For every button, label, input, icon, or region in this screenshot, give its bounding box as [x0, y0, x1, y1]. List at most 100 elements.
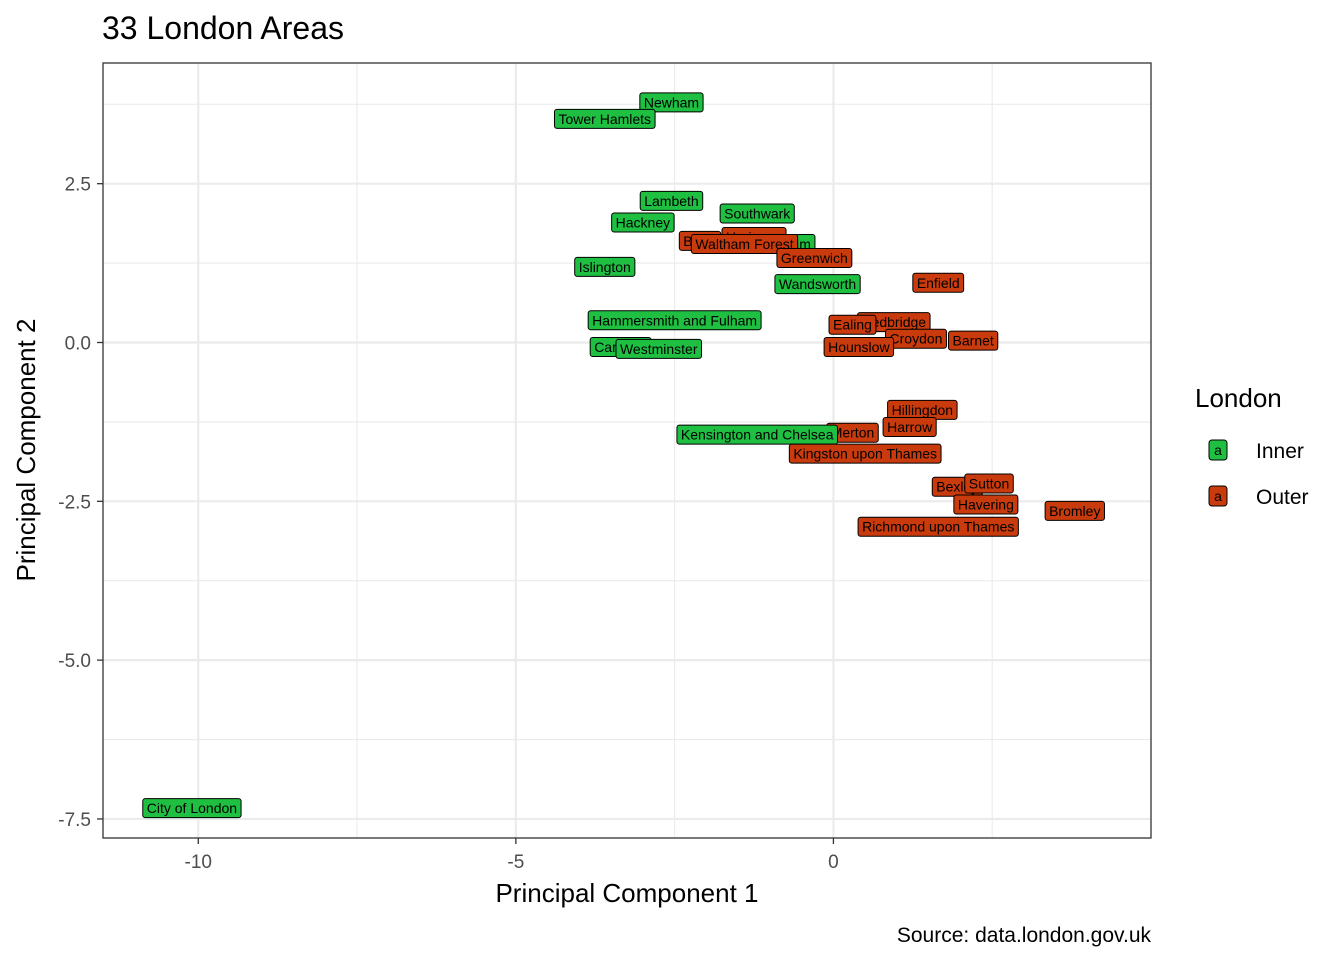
point-label: Hammersmith and Fulham — [587, 310, 762, 331]
point-label-text: Hounslow — [828, 339, 890, 355]
point-label-text: Islington — [579, 259, 631, 275]
point-label: Greenwich — [776, 248, 853, 269]
point-label: Croydon — [885, 328, 947, 349]
point-label: Ealing — [828, 314, 877, 335]
point-label-box — [823, 336, 895, 357]
point-label-box — [639, 190, 704, 211]
point-label-box — [574, 256, 636, 277]
point-label-box — [857, 516, 1019, 537]
point-label: Lambeth — [639, 190, 704, 211]
point-label-text: Wandsworth — [779, 276, 856, 292]
panel-background — [103, 63, 1151, 838]
point-label: Sutton — [964, 473, 1014, 494]
y-tick-label: -7.5 — [58, 810, 91, 831]
x-axis: -10 -5 0 — [185, 838, 839, 873]
point-label-text: Hackney — [616, 214, 670, 230]
point-label-text: Croydon — [890, 331, 943, 347]
point-label-box — [882, 416, 937, 437]
point-label: Tower Hamlets — [553, 108, 656, 129]
chart-caption: Source: data.london.gov.uk — [897, 924, 1152, 947]
point-label: City of London — [142, 798, 242, 819]
point-label: Kingston upon Thames — [788, 443, 942, 464]
point-label-text: Kingston upon Thames — [793, 446, 937, 462]
legend: London a Inner a Outer — [1195, 383, 1309, 509]
point-label-box — [639, 92, 704, 113]
legend-key-glyph: a — [1214, 488, 1222, 504]
point-label-text: Tower Hamlets — [558, 111, 651, 127]
legend-key — [1208, 439, 1228, 461]
point-label-text: Newham — [644, 94, 699, 110]
point-label-text: Barnet — [953, 333, 994, 349]
point-label-text: Richmond upon Thames — [862, 519, 1014, 535]
point-label-text: Kensington and Chelsea — [681, 427, 834, 443]
point-label-box — [553, 108, 656, 129]
point-label-box — [676, 424, 838, 445]
x-tick-label: 0 — [828, 852, 839, 873]
point-label-box — [611, 212, 675, 233]
panel-border — [102, 62, 1152, 839]
point-label: Hackney — [611, 212, 675, 233]
point-label-text: Southwark — [724, 206, 791, 222]
y-axis: -7.5 -5.0 -2.5 0.0 2.5 — [58, 175, 103, 831]
point-label-text: Merton — [831, 425, 875, 441]
point-label-text: Bromley — [1049, 503, 1100, 519]
y-tick-label: 0.0 — [65, 334, 91, 355]
legend-key-glyph: a — [1214, 442, 1222, 458]
point-label: Merton — [826, 422, 879, 443]
point-label: Wandsworth — [774, 274, 861, 295]
point-label-text: Ealing — [833, 317, 872, 333]
point-label: Waltham Forest — [690, 234, 799, 255]
point-label-box — [953, 494, 1019, 515]
y-tick-label: 2.5 — [65, 175, 91, 196]
point-label: Kensington and Chelsea — [676, 424, 838, 445]
point-label-box — [690, 234, 799, 255]
point-label-box — [828, 314, 877, 335]
point-label-text: Harrow — [887, 419, 933, 435]
point-label: Southwark — [719, 203, 795, 224]
point-label-text: Enfield — [917, 275, 960, 291]
point-label-text: Greenwich — [781, 250, 848, 266]
point-label: Barnet — [948, 330, 999, 351]
point-label-text: City of London — [147, 800, 237, 816]
point-label-box — [788, 443, 942, 464]
legend-entry-outer: a Outer — [1208, 485, 1309, 509]
point-label: Newham — [639, 92, 704, 113]
point-label-box — [948, 330, 999, 351]
point-label: Bromley — [1044, 500, 1105, 521]
point-label-text: Sutton — [969, 476, 1009, 492]
legend-label: Inner — [1256, 440, 1304, 463]
point-label-text: Hammersmith and Fulham — [592, 312, 757, 328]
y-tick-label: -2.5 — [58, 492, 91, 513]
x-axis-title: Principal Component 1 — [495, 878, 758, 908]
point-label-box — [719, 203, 795, 224]
point-label: Islington — [574, 256, 636, 277]
point-label-text: Redbridge — [861, 314, 926, 330]
point-label-box — [615, 338, 703, 359]
y-tick-label: -5.0 — [58, 651, 91, 672]
point-label-text: Waltham Forest — [695, 236, 793, 252]
point-label: Harrow — [882, 416, 937, 437]
point-label-box — [964, 473, 1014, 494]
legend-title: London — [1195, 383, 1282, 413]
legend-key — [1208, 485, 1228, 507]
point-label: Westminster — [615, 338, 703, 359]
x-tick-label: -5 — [507, 852, 524, 873]
point-label-text: Lambeth — [644, 193, 698, 209]
point-label-box — [774, 274, 861, 295]
y-axis-title: Principal Component 2 — [11, 318, 41, 581]
point-label: Havering — [953, 494, 1019, 515]
point-label: Enfield — [912, 272, 965, 293]
point-label-box — [587, 310, 762, 331]
point-label: Hounslow — [823, 336, 895, 357]
point-label-box — [1044, 500, 1105, 521]
point-label-box — [142, 798, 242, 819]
point-label-box — [912, 272, 965, 293]
point-label: Richmond upon Thames — [857, 516, 1019, 537]
legend-label: Outer — [1256, 486, 1309, 509]
point-label-box — [776, 248, 853, 269]
point-label: Hillingdon — [887, 399, 958, 420]
point-label-text: Havering — [958, 496, 1014, 512]
